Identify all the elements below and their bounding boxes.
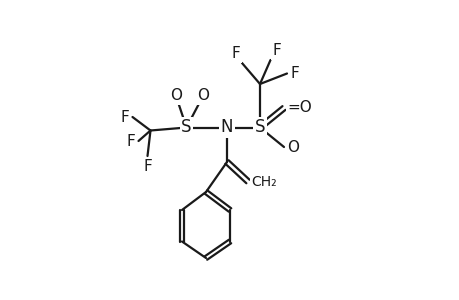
Text: S: S <box>254 118 265 136</box>
Text: F: F <box>231 46 240 62</box>
Text: O: O <box>286 140 298 154</box>
Text: O: O <box>170 88 182 104</box>
Text: S: S <box>181 118 191 136</box>
Text: F: F <box>289 66 298 81</box>
Text: CH₂: CH₂ <box>251 175 276 188</box>
Text: F: F <box>120 110 129 124</box>
Text: =O: =O <box>286 100 311 116</box>
Text: O: O <box>196 88 208 104</box>
Text: F: F <box>271 44 280 59</box>
Text: F: F <box>127 134 135 148</box>
Text: N: N <box>220 118 233 136</box>
Text: F: F <box>143 159 151 174</box>
